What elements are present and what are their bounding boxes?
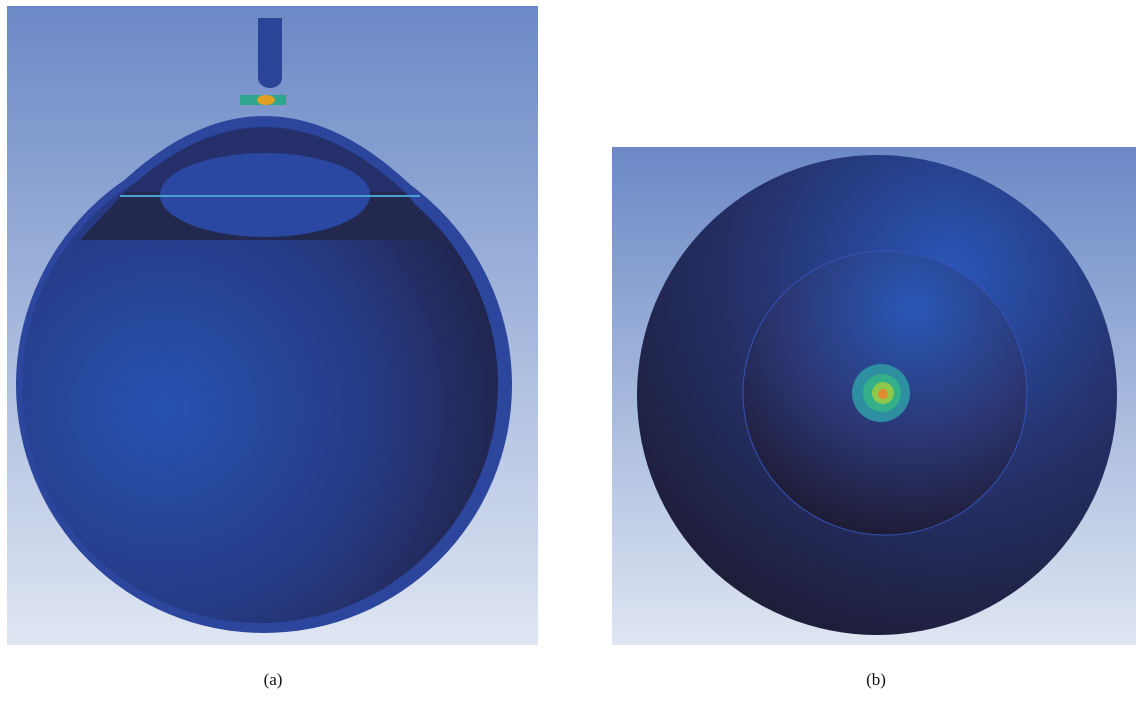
caption: (b) — [866, 670, 886, 689]
page: (a) (b) (() => { const data = JSON.parse… — [0, 0, 1136, 715]
panel-b-image — [612, 147, 1136, 645]
caption: (a) — [264, 670, 283, 689]
panel-a-image — [7, 6, 538, 645]
figure: (a) (b) — [0, 0, 1136, 715]
